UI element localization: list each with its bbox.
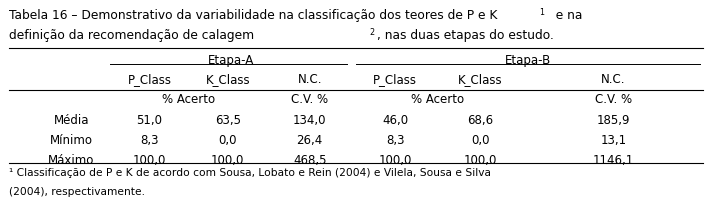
Text: 13,1: 13,1 — [600, 133, 627, 146]
Text: 1146,1: 1146,1 — [593, 153, 634, 166]
Text: C.V. %: C.V. % — [595, 93, 632, 106]
Text: 100,0: 100,0 — [133, 153, 166, 166]
Text: 1: 1 — [539, 8, 544, 17]
Text: Etapa-B: Etapa-B — [505, 54, 551, 67]
Text: C.V. %: C.V. % — [291, 93, 328, 106]
Text: , nas duas etapas do estudo.: , nas duas etapas do estudo. — [377, 29, 554, 42]
Text: P_Class: P_Class — [373, 73, 417, 86]
Text: 100,0: 100,0 — [211, 153, 244, 166]
Text: 8,3: 8,3 — [386, 133, 404, 146]
Text: % Acerto: % Acerto — [412, 93, 464, 106]
Text: 0,0: 0,0 — [471, 133, 490, 146]
Text: definição da recomendação de calagem: definição da recomendação de calagem — [9, 29, 253, 42]
Text: 2: 2 — [370, 28, 375, 37]
Text: N.C.: N.C. — [601, 73, 626, 86]
Text: 0,0: 0,0 — [219, 133, 237, 146]
Text: Mínimo: Mínimo — [50, 133, 93, 146]
Text: 468,5: 468,5 — [293, 153, 327, 166]
Text: 100,0: 100,0 — [379, 153, 412, 166]
Text: Média: Média — [53, 113, 89, 126]
Text: 100,0: 100,0 — [464, 153, 497, 166]
Text: (2004), respectivamente.: (2004), respectivamente. — [9, 186, 145, 196]
Text: 63,5: 63,5 — [215, 113, 241, 126]
Text: 134,0: 134,0 — [293, 113, 327, 126]
Text: K_Class: K_Class — [459, 73, 503, 86]
Text: e na: e na — [548, 9, 582, 22]
Text: 26,4: 26,4 — [297, 133, 323, 146]
Text: P_Class: P_Class — [127, 73, 172, 86]
Text: Máximo: Máximo — [48, 153, 95, 166]
Text: N.C.: N.C. — [298, 73, 322, 86]
Text: 46,0: 46,0 — [382, 113, 408, 126]
Text: 68,6: 68,6 — [468, 113, 493, 126]
Text: ¹ Classificação de P e K de acordo com Sousa, Lobato e Rein (2004) e Vilela, Sou: ¹ Classificação de P e K de acordo com S… — [9, 167, 491, 177]
Text: 8,3: 8,3 — [140, 133, 159, 146]
Text: Tabela 16 – Demonstrativo da variabilidade na classificação dos teores de P e K: Tabela 16 – Demonstrativo da variabilida… — [9, 9, 497, 22]
Text: 51,0: 51,0 — [137, 113, 162, 126]
Text: K_Class: K_Class — [206, 73, 250, 86]
Text: Etapa-A: Etapa-A — [209, 54, 254, 67]
Text: 185,9: 185,9 — [597, 113, 630, 126]
Text: % Acerto: % Acerto — [162, 93, 215, 106]
